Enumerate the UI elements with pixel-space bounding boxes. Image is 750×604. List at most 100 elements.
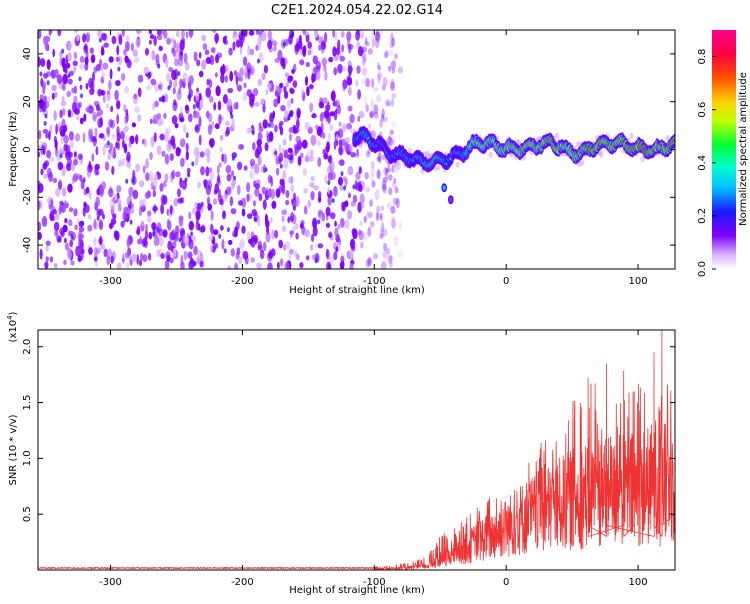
heatmap-noise-cell	[123, 104, 127, 113]
heatmap-noise-cell	[94, 260, 99, 267]
heatmap-noise-cell	[258, 193, 263, 202]
heatmap-noise-cell	[273, 45, 277, 52]
heatmap-noise-cell	[379, 30, 384, 35]
heatmap-noise-cell	[176, 90, 182, 101]
y-tick-label: -40	[22, 237, 33, 253]
heatmap-noise-cell	[279, 82, 284, 88]
heatmap-noise-cell	[183, 250, 188, 261]
heatmap-noise-cell	[153, 35, 157, 47]
heatmap-noise-cell	[169, 205, 173, 215]
heatmap-noise-cell	[306, 150, 310, 157]
heatmap-noise-cell	[102, 62, 109, 70]
heatmap-noise-cell	[303, 188, 308, 194]
heatmap-noise-cell	[261, 186, 267, 195]
heatmap-noise-cell	[258, 52, 264, 63]
heatmap-noise-cell	[278, 157, 282, 165]
heatmap-noise-cell	[378, 152, 382, 164]
heatmap-noise-cell	[367, 257, 372, 266]
heatmap-noise-cell	[329, 124, 334, 132]
heatmap-noise-cell	[158, 236, 164, 247]
heatmap-signal-cell	[575, 141, 580, 148]
heatmap-noise-cell	[67, 73, 71, 79]
heatmap-noise-cell	[284, 261, 290, 269]
heatmap-noise-cell	[88, 247, 93, 255]
heatmap-noise-cell	[244, 71, 248, 80]
heatmap-noise-cell	[210, 223, 213, 233]
heatmap-noise-cell	[236, 247, 241, 255]
heatmap-noise-cell	[300, 152, 304, 159]
heatmap-noise-cell	[127, 204, 131, 216]
heatmap-noise-cell	[111, 35, 117, 45]
heatmap-noise-cell	[38, 30, 42, 39]
heatmap-noise-cell	[275, 167, 280, 176]
heatmap-noise-cell	[370, 166, 375, 178]
heatmap-secondary-blob	[442, 185, 446, 191]
heatmap-noise-cell	[63, 259, 67, 265]
heatmap-noise-cell	[48, 130, 51, 141]
heatmap-noise-cell	[180, 105, 183, 116]
heatmap-noise-cell	[198, 92, 202, 101]
heatmap-noise-cell	[69, 239, 73, 248]
y-tick-label: 40	[22, 48, 33, 61]
heatmap-noise-cell	[388, 49, 394, 57]
heatmap-noise-cell	[137, 114, 142, 122]
heatmap-noise-cell	[183, 124, 187, 134]
heatmap-noise-cell	[355, 30, 361, 41]
heatmap-noise-cell	[228, 239, 233, 246]
heatmap-noise-cell	[43, 173, 48, 179]
heatmap-noise-cell	[375, 31, 381, 43]
heatmap-noise-cell	[291, 32, 294, 38]
heatmap-noise-cell	[80, 220, 84, 226]
heatmap-noise-cell	[97, 88, 102, 97]
heatmap-noise-cell	[340, 171, 344, 177]
heatmap-noise-cell	[377, 61, 380, 70]
heatmap-noise-cell	[135, 134, 139, 145]
heatmap-noise-cell	[382, 183, 387, 194]
heatmap-noise-cell	[269, 121, 275, 128]
heatmap-noise-cell	[241, 30, 247, 37]
heatmap-noise-cell	[223, 39, 229, 45]
x-tick-label: 0	[503, 577, 509, 588]
heatmap-noise-cell	[85, 106, 91, 113]
heatmap-noise-cell	[166, 37, 172, 45]
heatmap-noise-cell	[229, 196, 234, 207]
heatmap-noise-cell	[357, 46, 364, 57]
heatmap-noise-cell	[183, 52, 188, 64]
heatmap-noise-cell	[357, 229, 362, 236]
heatmap-noise-cell	[50, 198, 54, 208]
heatmap-noise-cell	[165, 59, 169, 68]
heatmap-noise-cell	[326, 261, 331, 269]
heatmap-noise-cell	[188, 239, 194, 250]
heatmap-noise-cell	[80, 93, 84, 99]
heatmap-noise-cell	[177, 197, 183, 204]
heatmap-noise-cell	[130, 43, 134, 52]
heatmap-noise-cell	[59, 109, 63, 119]
heatmap-noise-cell	[148, 30, 152, 35]
heatmap-noise-cell	[125, 34, 130, 41]
heatmap-noise-cell	[83, 188, 88, 196]
heatmap-noise-cell	[234, 262, 239, 269]
heatmap-noise-cell	[341, 44, 344, 53]
heatmap-noise-cell	[117, 141, 120, 151]
heatmap-noise-cell	[206, 78, 210, 86]
heatmap-noise-cell	[332, 242, 337, 251]
heatmap-noise-cell	[231, 118, 235, 129]
heatmap-noise-cell	[292, 80, 298, 88]
heatmap-noise-cell	[93, 66, 98, 74]
heatmap-noise-cell	[231, 179, 237, 185]
heatmap-noise-cell	[246, 193, 250, 203]
heatmap-noise-cell	[230, 114, 234, 119]
heatmap-noise-cell	[169, 79, 173, 89]
heatmap-noise-cell	[94, 247, 98, 258]
heatmap-noise-cell	[144, 47, 150, 56]
heatmap-noise-cell	[214, 242, 219, 249]
heatmap-noise-cell	[98, 37, 102, 43]
heatmap-noise-cell	[376, 94, 382, 103]
heatmap-noise-cell	[327, 187, 331, 195]
heatmap-noise-cell	[306, 86, 310, 97]
heatmap-noise-cell	[390, 214, 396, 226]
heatmap-noise-cell	[124, 55, 129, 64]
x-tick-label: -200	[231, 276, 254, 287]
heatmap-noise-cell	[56, 149, 61, 160]
heatmap-noise-cell	[227, 87, 234, 94]
